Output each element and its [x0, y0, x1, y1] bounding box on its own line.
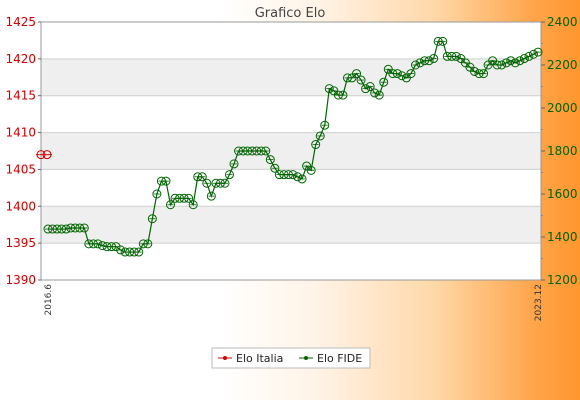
plot-band [41, 132, 541, 170]
right-tick-label: 1200 [547, 273, 578, 287]
elo-fide-point [451, 51, 461, 61]
elo-fide-point [116, 245, 126, 255]
elo-fide-point [501, 58, 511, 68]
elo-fide-point [306, 165, 316, 175]
plot-band [41, 58, 541, 96]
elo-fide-point [97, 241, 107, 251]
legend-elo-italia-label: Elo Italia [236, 352, 283, 365]
elo-fide-point [519, 54, 529, 64]
plot-band [41, 206, 541, 244]
elo-fide-point [270, 163, 280, 173]
elo-fide-point [469, 66, 479, 76]
elo-fide-point [93, 239, 103, 249]
elo-fide-point [352, 69, 362, 79]
elo-fide-point [370, 88, 380, 98]
x-tick-label: 2023.12 [534, 284, 544, 321]
elo-fide-point [288, 170, 298, 180]
elo-fide-point [166, 200, 175, 210]
elo-fide-point [510, 58, 520, 68]
elo-fide-point [265, 155, 275, 165]
left-axis-ticks: 1390 1395 1400 1405 1410 1415 1420 1425 [5, 15, 41, 287]
elo-fide-point [356, 75, 366, 85]
elo-fide-point [397, 71, 407, 81]
elo-fide-point [315, 131, 325, 141]
elo-fide-point [365, 82, 375, 91]
elo-fide-point [415, 58, 425, 68]
elo-fide-point [506, 56, 516, 66]
elo-fide-point [297, 174, 307, 184]
x-axis-ticks: 2016.6 2023.12 [44, 284, 544, 321]
plot-band [41, 22, 541, 59]
left-tick-label: 1415 [5, 89, 36, 103]
elo-fide-point [188, 200, 198, 210]
plot-bands [41, 22, 541, 280]
elo-fide-point [202, 178, 212, 188]
left-tick-label: 1405 [5, 162, 36, 176]
elo-fide-point [320, 120, 330, 130]
elo-fide-point [338, 90, 348, 100]
elo-fide-point [497, 60, 507, 70]
right-tick-label: 2200 [547, 58, 578, 72]
right-tick-label: 1600 [547, 187, 578, 201]
legend-elo-fide-label: Elo FIDE [317, 352, 362, 365]
elo-fide-point [438, 36, 448, 46]
left-tick-label: 1410 [5, 126, 36, 140]
elo-fide-point [61, 224, 71, 234]
left-tick-label: 1420 [5, 52, 36, 66]
elo-fide-point [406, 69, 416, 79]
legend-elo-fide-marker [304, 356, 308, 360]
elo-fide-point [515, 56, 525, 66]
series-elo-fide [43, 36, 543, 257]
elo-fide-point [152, 189, 162, 199]
elo-fide-point [524, 51, 534, 61]
elo-fide-point [220, 178, 230, 188]
elo-fide-point [374, 90, 384, 100]
elo-fide-point [528, 49, 538, 59]
elo-fide-point [324, 84, 334, 94]
x-tick-label: 2016.6 [44, 284, 54, 316]
elo-fide-point [79, 223, 89, 233]
elo-fide-point [184, 193, 194, 203]
right-tick-label: 2000 [547, 101, 578, 115]
legend: Elo Italia Elo FIDE [218, 352, 362, 365]
series-elo-italia [36, 150, 52, 160]
chart-title: Grafico Elo [255, 6, 326, 21]
left-tick-label: 1395 [5, 236, 36, 250]
left-tick-label: 1390 [5, 273, 36, 287]
elo-fide-point [411, 60, 420, 70]
legend-box [211, 347, 371, 369]
elo-fide-point [143, 239, 153, 249]
elo-fide-point [134, 247, 144, 257]
legend-elo-italia-marker [223, 356, 227, 360]
elo-fide-point [161, 176, 171, 186]
elo-fide-point [147, 214, 157, 224]
elo-fide-point [361, 84, 371, 94]
left-tick-label: 1400 [5, 199, 36, 213]
left-tick-label: 1425 [5, 15, 36, 29]
elo-fide-point [429, 54, 439, 64]
plot-band [41, 95, 541, 133]
elo-fide-point [293, 172, 303, 182]
right-axis-ticks: 1200 1400 1600 1800 2000 2200 2400 [541, 15, 578, 287]
elo-fide-point [533, 47, 543, 57]
elo-fide-point [392, 69, 402, 79]
elo-fide-point [206, 191, 216, 201]
plot-band [41, 169, 541, 207]
elo-fide-point [111, 242, 121, 252]
right-tick-label: 1400 [547, 230, 578, 244]
elo-fide-point [311, 140, 321, 150]
elo-fide-point [424, 56, 434, 66]
right-tick-label: 2400 [547, 15, 578, 29]
elo-fide-point [379, 77, 389, 87]
right-tick-label: 1800 [547, 144, 578, 158]
elo-fide-point [224, 170, 234, 180]
elo-fide-point [479, 69, 489, 79]
plot-band [41, 243, 541, 280]
elo-fide-point [261, 146, 271, 156]
elo-fide-point [229, 159, 239, 169]
elo-fide-point [197, 172, 207, 182]
